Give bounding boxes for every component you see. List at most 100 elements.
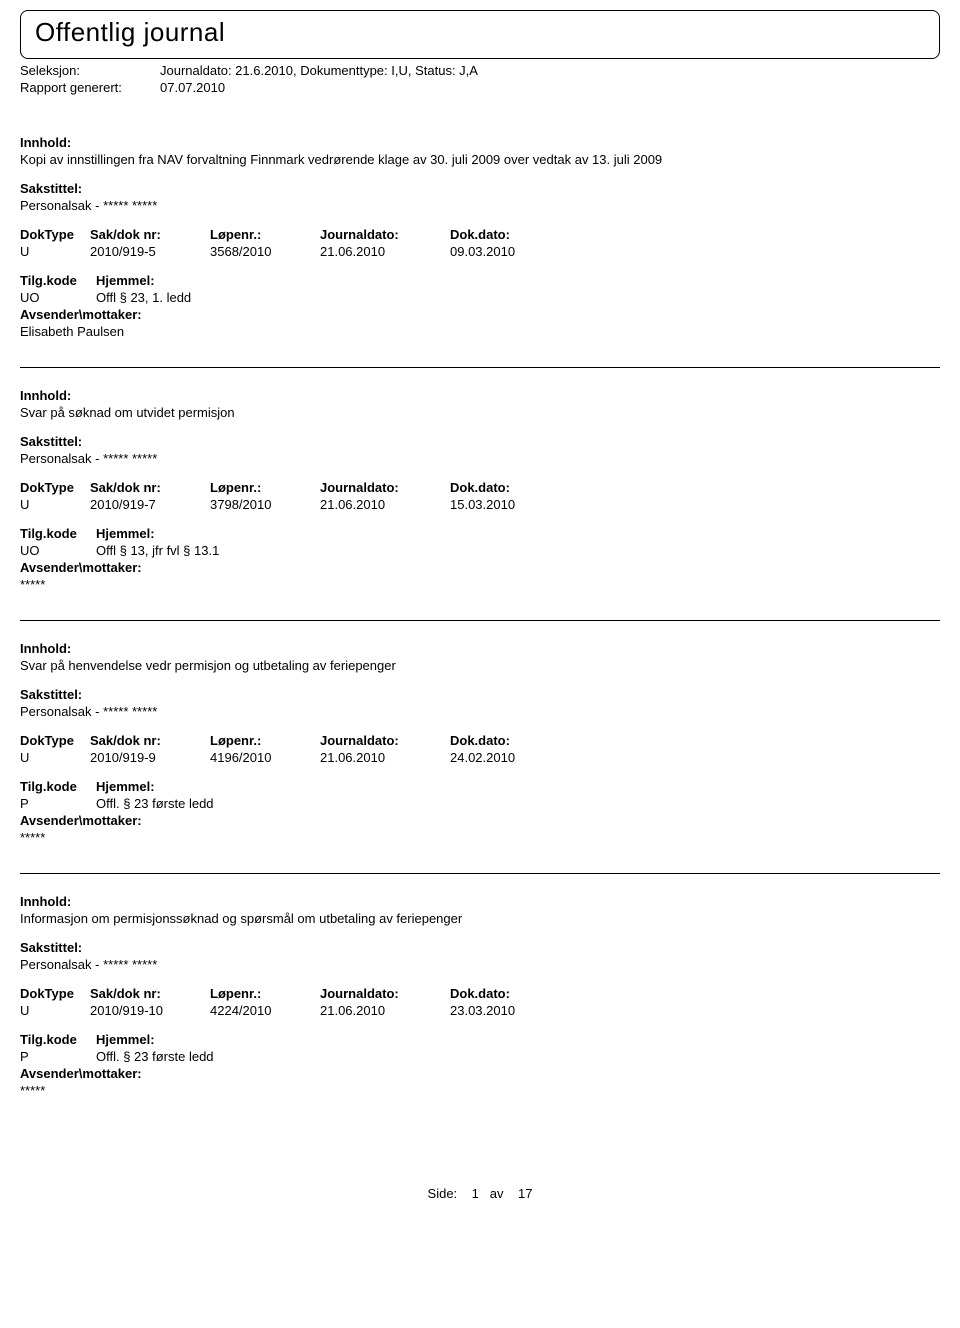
lopenr-header: Løpenr.:: [210, 480, 320, 495]
sakstittel-text: Personalsak - ***** *****: [20, 451, 940, 466]
hjemmel-value: Offl. § 23 første ledd: [96, 796, 214, 811]
journaldato-value: 21.06.2010: [320, 1003, 450, 1018]
dokdato-header: Dok.dato:: [450, 227, 580, 242]
saknr-value: 2010/919-10: [90, 1003, 210, 1018]
journaldato-header: Journaldato:: [320, 480, 450, 495]
doktype-value: U: [20, 1003, 90, 1018]
avsender-label: Avsender\mottaker:: [20, 813, 940, 828]
lopenr-value: 3798/2010: [210, 497, 320, 512]
sakstittel-text: Personalsak - ***** *****: [20, 198, 940, 213]
journal-entry: Innhold: Svar på søknad om utvidet permis…: [20, 368, 940, 621]
sakstittel-text: Personalsak - ***** *****: [20, 957, 940, 972]
hjemmel-value: Offl § 13, jfr fvl § 13.1: [96, 543, 219, 558]
doktype-header: DokType: [20, 480, 90, 495]
tilg-header-row: Tilg.kodeHjemmel:: [20, 273, 940, 288]
seleksjon-row: Seleksjon: Journaldato: 21.6.2010, Dokum…: [20, 63, 940, 78]
journal-entry: Innhold: Svar på henvendelse vedr permisj…: [20, 621, 940, 874]
doc-header-row: DokTypeSak/dok nr:Løpenr.:Journaldato:Do…: [20, 986, 940, 1001]
tilgkode-header: Tilg.kode: [20, 526, 96, 541]
hjemmel-header: Hjemmel:: [96, 779, 155, 794]
page-title: Offentlig journal: [35, 17, 925, 48]
dokdato-header: Dok.dato:: [450, 733, 580, 748]
page-footer: Side: 1 av 17: [20, 1186, 940, 1201]
doc-header-row: DokTypeSak/dok nr:Løpenr.:Journaldato:Do…: [20, 227, 940, 242]
dokdato-header: Dok.dato:: [450, 986, 580, 1001]
journal-entry: Innhold: Kopi av innstillingen fra NAV fo…: [20, 115, 940, 368]
hjemmel-value: Offl § 23, 1. ledd: [96, 290, 191, 305]
saknr-header: Sak/dok nr:: [90, 733, 210, 748]
journal-entry: Innhold:Informasjon om permisjonssøknad …: [20, 874, 940, 1126]
doktype-header: DokType: [20, 227, 90, 242]
tilg-value-row: UOOffl § 13, jfr fvl § 13.1: [20, 543, 940, 558]
doc-value-row: U2010/919-94196/201021.06.201024.02.2010: [20, 750, 940, 765]
saknr-header: Sak/dok nr:: [90, 227, 210, 242]
seleksjon-value: Journaldato: 21.6.2010, Dokumenttype: I,…: [160, 63, 478, 78]
lopenr-value: 3568/2010: [210, 244, 320, 259]
hjemmel-header: Hjemmel:: [96, 1032, 155, 1047]
avsender-value: Elisabeth Paulsen: [20, 324, 940, 339]
sakstittel-label: Sakstittel:: [20, 940, 940, 955]
doktype-header: DokType: [20, 733, 90, 748]
doc-value-row: U2010/919-73798/201021.06.201015.03.2010: [20, 497, 940, 512]
tilgkode-value: P: [20, 796, 96, 811]
doc-value-row: U2010/919-104224/201021.06.201023.03.201…: [20, 1003, 940, 1018]
title-box: Offentlig journal: [20, 10, 940, 59]
innhold-text: Informasjon om permisjonssøknad og spørs…: [20, 911, 940, 926]
tilgkode-value: P: [20, 1049, 96, 1064]
saknr-header: Sak/dok nr:: [90, 986, 210, 1001]
innhold-label: Innhold:: [20, 641, 940, 656]
lopenr-header: Løpenr.:: [210, 227, 320, 242]
tilgkode-header: Tilg.kode: [20, 779, 96, 794]
tilgkode-value: UO: [20, 290, 96, 305]
saknr-value: 2010/919-5: [90, 244, 210, 259]
saknr-value: 2010/919-7: [90, 497, 210, 512]
tilg-value-row: UOOffl § 23, 1. ledd: [20, 290, 940, 305]
hjemmel-value: Offl. § 23 første ledd: [96, 1049, 214, 1064]
journaldato-header: Journaldato:: [320, 733, 450, 748]
innhold-label: Innhold:: [20, 388, 940, 403]
tilg-header-row: Tilg.kodeHjemmel:: [20, 779, 940, 794]
sakstittel-text: Personalsak - ***** *****: [20, 704, 940, 719]
avsender-value: *****: [20, 830, 940, 845]
tilg-value-row: POffl. § 23 første ledd: [20, 796, 940, 811]
avsender-value: *****: [20, 577, 940, 592]
innhold-text: Svar på henvendelse vedr permisjon og ut…: [20, 658, 940, 673]
hjemmel-header: Hjemmel:: [96, 273, 155, 288]
footer-page-total: 17: [518, 1186, 532, 1201]
tilgkode-header: Tilg.kode: [20, 273, 96, 288]
journaldato-value: 21.06.2010: [320, 497, 450, 512]
avsender-label: Avsender\mottaker:: [20, 1066, 940, 1081]
doktype-header: DokType: [20, 986, 90, 1001]
journaldato-value: 21.06.2010: [320, 244, 450, 259]
innhold-label: Innhold:: [20, 135, 940, 150]
journaldato-header: Journaldato:: [320, 227, 450, 242]
rapport-label: Rapport generert:: [20, 80, 160, 95]
innhold-text: Kopi av innstillingen fra NAV forvaltnin…: [20, 152, 940, 167]
lopenr-header: Løpenr.:: [210, 733, 320, 748]
dokdato-value: 23.03.2010: [450, 1003, 580, 1018]
rapport-row: Rapport generert: 07.07.2010: [20, 80, 940, 95]
footer-side-label: Side:: [428, 1186, 458, 1201]
dokdato-value: 15.03.2010: [450, 497, 580, 512]
innhold-text: Svar på søknad om utvidet permisjon: [20, 405, 940, 420]
doktype-value: U: [20, 244, 90, 259]
tilg-header-row: Tilg.kodeHjemmel:: [20, 526, 940, 541]
doc-header-row: DokTypeSak/dok nr:Løpenr.:Journaldato:Do…: [20, 480, 940, 495]
tilgkode-value: UO: [20, 543, 96, 558]
avsender-value: *****: [20, 1083, 940, 1098]
doktype-value: U: [20, 497, 90, 512]
dokdato-value: 24.02.2010: [450, 750, 580, 765]
dokdato-header: Dok.dato:: [450, 480, 580, 495]
tilgkode-header: Tilg.kode: [20, 1032, 96, 1047]
doc-header-row: DokTypeSak/dok nr:Løpenr.:Journaldato:Do…: [20, 733, 940, 748]
lopenr-header: Løpenr.:: [210, 986, 320, 1001]
saknr-value: 2010/919-9: [90, 750, 210, 765]
entries-list: Innhold: Kopi av innstillingen fra NAV fo…: [20, 115, 940, 1126]
saknr-header: Sak/dok nr:: [90, 480, 210, 495]
sakstittel-label: Sakstittel:: [20, 181, 940, 196]
sakstittel-label: Sakstittel:: [20, 687, 940, 702]
tilg-header-row: Tilg.kodeHjemmel:: [20, 1032, 940, 1047]
dokdato-value: 09.03.2010: [450, 244, 580, 259]
seleksjon-label: Seleksjon:: [20, 63, 160, 78]
footer-page-current: 1: [472, 1186, 479, 1201]
